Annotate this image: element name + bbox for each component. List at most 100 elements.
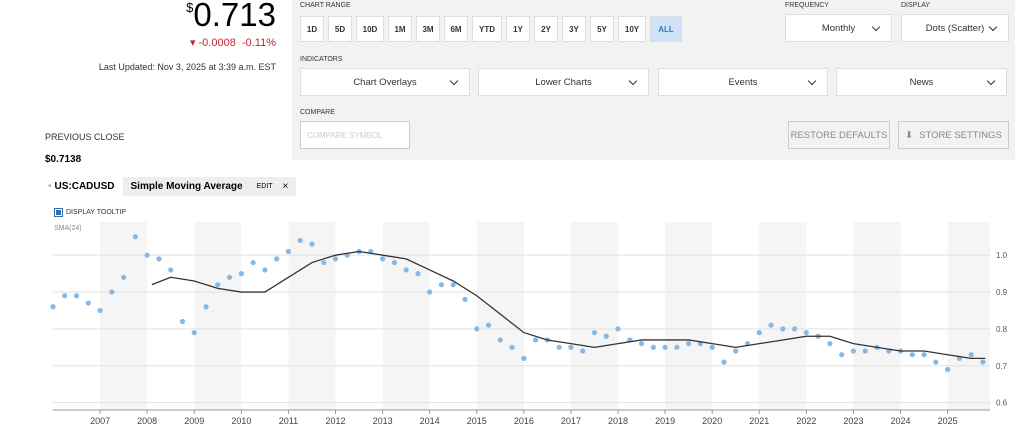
checkbox[interactable] — [54, 208, 63, 217]
range-button[interactable]: 3Y — [562, 16, 586, 42]
frequency-label: FREQUENCY — [785, 2, 829, 9]
range-button[interactable]: ALL — [650, 16, 682, 42]
legend-series: US:CADUSD — [54, 180, 115, 192]
range-button[interactable]: 2Y — [534, 16, 558, 42]
dot — [50, 304, 56, 310]
dot — [509, 344, 515, 350]
x-tick-label: 2022 — [796, 416, 816, 426]
dot — [109, 289, 115, 295]
tooltip-toggle[interactable]: DISPLAY TOOLTIP — [54, 208, 126, 217]
range-button[interactable]: YTD — [472, 16, 502, 42]
dot — [62, 293, 68, 299]
y-tick-label: 1.0 — [996, 251, 1008, 260]
dot — [497, 337, 503, 343]
year-band — [665, 222, 713, 410]
range-button[interactable]: 6M — [444, 16, 468, 42]
dot — [262, 267, 268, 273]
dot — [638, 341, 645, 347]
x-tick-label: 2012 — [325, 416, 345, 426]
indicator-select[interactable]: Chart Overlays — [300, 68, 470, 96]
dot — [756, 329, 762, 336]
price: $ 0.713 — [186, 0, 276, 34]
dot — [179, 318, 186, 325]
dot — [909, 352, 915, 358]
legend-dot: • — [48, 180, 52, 192]
indicators-label: INDICATORS — [300, 56, 343, 63]
sma-label: SMA(24) — [54, 225, 82, 232]
range-button[interactable]: 5D — [328, 16, 352, 42]
price-value: 0.713 — [193, 0, 276, 33]
dot — [603, 333, 609, 339]
frequency-select[interactable]: Monthly — [785, 14, 892, 42]
dot — [391, 259, 397, 266]
x-tick-label: 2013 — [373, 416, 393, 426]
dot — [980, 359, 986, 365]
indicator-select[interactable]: Events — [658, 68, 828, 96]
dot — [250, 259, 256, 266]
display-label: DISPLAY — [901, 2, 931, 9]
x-tick-label: 2021 — [749, 416, 769, 426]
dot — [556, 344, 562, 350]
y-tick-label: 0.9 — [996, 288, 1008, 297]
dot — [780, 326, 786, 332]
close-button[interactable]: × — [282, 180, 289, 192]
x-tick-label: 2008 — [137, 416, 157, 426]
dot — [379, 256, 386, 262]
dot — [415, 271, 421, 277]
dot — [156, 256, 162, 262]
range-button[interactable]: 1M — [388, 16, 412, 42]
dot — [591, 329, 598, 336]
dot — [203, 304, 209, 310]
range-button[interactable]: 10D — [356, 16, 384, 42]
dot — [191, 329, 197, 336]
range-button[interactable]: 1D — [300, 16, 324, 42]
store-button[interactable]: ⬇ STORE SETTINGS — [898, 121, 1009, 149]
dot — [226, 274, 233, 280]
compare-input[interactable]: COMPARE SYMBOL — [300, 121, 410, 149]
dot — [791, 326, 798, 332]
indicator-select[interactable]: Lower Charts — [478, 68, 649, 96]
range-button[interactable]: 5Y — [590, 16, 614, 42]
x-tick-label: 2016 — [514, 416, 534, 426]
dot — [85, 300, 91, 306]
range-button[interactable]: 10Y — [618, 16, 646, 42]
currency: $ — [186, 0, 194, 15]
display-select[interactable]: Dots (Scatter) — [901, 14, 1009, 42]
dot — [662, 344, 668, 350]
dot — [274, 256, 280, 262]
dot — [839, 352, 845, 358]
year-band — [382, 222, 430, 410]
dot — [485, 322, 492, 328]
dot — [285, 248, 292, 255]
dot — [521, 355, 527, 361]
dot — [238, 271, 244, 277]
year-band — [570, 222, 619, 410]
indicator-select[interactable]: News — [836, 68, 1007, 96]
dot — [580, 348, 586, 354]
year-band — [288, 222, 336, 410]
x-tick-label: 2015 — [467, 416, 487, 426]
x-tick-label: 2009 — [184, 416, 204, 426]
dot — [462, 296, 468, 303]
legend: • US:CADUSD Simple Moving Average EDIT × — [48, 176, 297, 196]
change: ▾ -0.0008 -0.11% — [189, 37, 276, 49]
dot — [650, 344, 656, 350]
range-button[interactable]: 3M — [416, 16, 440, 42]
dot — [968, 352, 974, 358]
dot — [474, 326, 480, 332]
restore-button[interactable]: RESTORE DEFAULTS — [788, 121, 890, 149]
chart-range-label: CHART RANGE — [300, 2, 351, 9]
controls-panel: CHART RANGE FREQUENCY DISPLAY Monthly Do… — [292, 0, 1015, 160]
dot — [533, 337, 539, 343]
x-tick-label: 2010 — [231, 416, 251, 426]
dot — [803, 329, 809, 336]
dot — [97, 307, 103, 314]
range-button[interactable]: 1Y — [506, 16, 530, 42]
dot — [686, 341, 692, 347]
y-tick-label: 0.7 — [996, 362, 1008, 371]
edit-button[interactable]: EDIT — [256, 182, 273, 190]
change-value: -0.0008 — [198, 37, 236, 49]
x-tick-label: 2025 — [938, 416, 958, 426]
dot — [733, 348, 739, 354]
